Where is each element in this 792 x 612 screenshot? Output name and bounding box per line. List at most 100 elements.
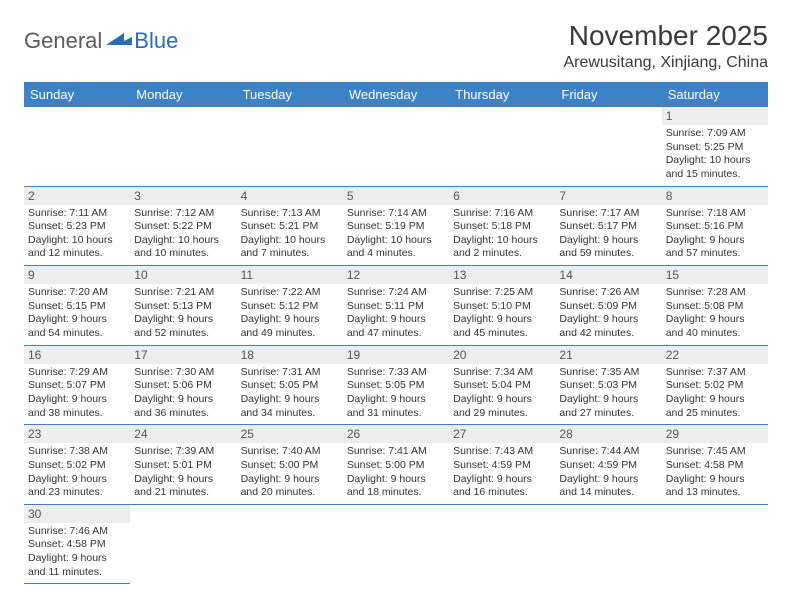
day-number: 25 <box>237 425 343 443</box>
week-row: 2Sunrise: 7:11 AMSunset: 5:23 PMDaylight… <box>24 186 768 266</box>
day-number: 16 <box>24 346 130 364</box>
day-cell <box>130 504 236 584</box>
day-number: 1 <box>662 107 768 125</box>
title-block: November 2025 Arewusitang, Xinjiang, Chi… <box>563 20 768 72</box>
info-line: Sunrise: 7:30 AM <box>134 366 232 380</box>
day-info: Sunrise: 7:45 AMSunset: 4:58 PMDaylight:… <box>666 445 764 500</box>
info-line: Sunrise: 7:45 AM <box>666 445 764 459</box>
info-line: Daylight: 9 hours <box>347 393 445 407</box>
day-info: Sunrise: 7:26 AMSunset: 5:09 PMDaylight:… <box>559 286 657 341</box>
info-line: Daylight: 9 hours <box>666 473 764 487</box>
day-number: 13 <box>449 266 555 284</box>
day-number: 2 <box>24 187 130 205</box>
info-line: Daylight: 9 hours <box>28 473 126 487</box>
info-line: and 40 minutes. <box>666 327 764 341</box>
day-cell: 28Sunrise: 7:44 AMSunset: 4:59 PMDayligh… <box>555 425 661 505</box>
day-number: 26 <box>343 425 449 443</box>
info-line: and 27 minutes. <box>559 407 657 421</box>
info-line: Daylight: 9 hours <box>134 393 232 407</box>
day-cell: 22Sunrise: 7:37 AMSunset: 5:02 PMDayligh… <box>662 345 768 425</box>
info-line: Sunrise: 7:14 AM <box>347 207 445 221</box>
info-line: and 57 minutes. <box>666 247 764 261</box>
day-info: Sunrise: 7:39 AMSunset: 5:01 PMDaylight:… <box>134 445 232 500</box>
info-line: and 25 minutes. <box>666 407 764 421</box>
day-cell <box>237 107 343 186</box>
info-line: Sunrise: 7:20 AM <box>28 286 126 300</box>
info-line: Sunrise: 7:21 AM <box>134 286 232 300</box>
info-line: Sunset: 5:08 PM <box>666 300 764 314</box>
day-info: Sunrise: 7:34 AMSunset: 5:04 PMDaylight:… <box>453 366 551 421</box>
day-cell <box>449 107 555 186</box>
info-line: Daylight: 9 hours <box>559 393 657 407</box>
info-line: and 11 minutes. <box>28 566 126 580</box>
day-cell: 7Sunrise: 7:17 AMSunset: 5:17 PMDaylight… <box>555 186 661 266</box>
day-number: 12 <box>343 266 449 284</box>
week-row: 9Sunrise: 7:20 AMSunset: 5:15 PMDaylight… <box>24 266 768 346</box>
day-number: 4 <box>237 187 343 205</box>
day-cell <box>237 504 343 584</box>
info-line: Daylight: 9 hours <box>666 234 764 248</box>
info-line: Daylight: 10 hours <box>241 234 339 248</box>
day-number: 8 <box>662 187 768 205</box>
info-line: Daylight: 9 hours <box>134 473 232 487</box>
day-cell <box>24 107 130 186</box>
info-line: Daylight: 10 hours <box>134 234 232 248</box>
day-number: 24 <box>130 425 236 443</box>
info-line: Sunrise: 7:22 AM <box>241 286 339 300</box>
info-line: Sunset: 5:15 PM <box>28 300 126 314</box>
day-cell: 17Sunrise: 7:30 AMSunset: 5:06 PMDayligh… <box>130 345 236 425</box>
info-line: Sunset: 5:06 PM <box>134 379 232 393</box>
info-line: Daylight: 9 hours <box>453 393 551 407</box>
info-line: Sunset: 5:00 PM <box>241 459 339 473</box>
info-line: and 54 minutes. <box>28 327 126 341</box>
day-number: 21 <box>555 346 661 364</box>
day-info: Sunrise: 7:35 AMSunset: 5:03 PMDaylight:… <box>559 366 657 421</box>
day-info: Sunrise: 7:43 AMSunset: 4:59 PMDaylight:… <box>453 445 551 500</box>
logo: General Blue <box>24 28 178 54</box>
info-line: Sunset: 5:18 PM <box>453 220 551 234</box>
info-line: Daylight: 9 hours <box>241 393 339 407</box>
info-line: Daylight: 10 hours <box>347 234 445 248</box>
day-number: 20 <box>449 346 555 364</box>
day-cell: 11Sunrise: 7:22 AMSunset: 5:12 PMDayligh… <box>237 266 343 346</box>
day-cell: 19Sunrise: 7:33 AMSunset: 5:05 PMDayligh… <box>343 345 449 425</box>
info-line: Sunset: 5:16 PM <box>666 220 764 234</box>
info-line: Sunrise: 7:28 AM <box>666 286 764 300</box>
info-line: Daylight: 10 hours <box>666 154 764 168</box>
info-line: and 38 minutes. <box>28 407 126 421</box>
info-line: and 15 minutes. <box>666 168 764 182</box>
logo-text-general: General <box>24 28 102 54</box>
info-line: and 12 minutes. <box>28 247 126 261</box>
day-cell <box>555 107 661 186</box>
day-info: Sunrise: 7:40 AMSunset: 5:00 PMDaylight:… <box>241 445 339 500</box>
info-line: Sunset: 5:01 PM <box>134 459 232 473</box>
info-line: Daylight: 9 hours <box>666 393 764 407</box>
info-line: Daylight: 9 hours <box>559 313 657 327</box>
info-line: Sunrise: 7:17 AM <box>559 207 657 221</box>
day-cell <box>343 107 449 186</box>
day-cell: 4Sunrise: 7:13 AMSunset: 5:21 PMDaylight… <box>237 186 343 266</box>
info-line: Sunset: 5:21 PM <box>241 220 339 234</box>
info-line: and 31 minutes. <box>347 407 445 421</box>
week-row: 1Sunrise: 7:09 AMSunset: 5:25 PMDaylight… <box>24 107 768 186</box>
info-line: Sunrise: 7:31 AM <box>241 366 339 380</box>
day-info: Sunrise: 7:33 AMSunset: 5:05 PMDaylight:… <box>347 366 445 421</box>
info-line: Sunrise: 7:38 AM <box>28 445 126 459</box>
info-line: and 42 minutes. <box>559 327 657 341</box>
day-number: 10 <box>130 266 236 284</box>
info-line: Sunrise: 7:16 AM <box>453 207 551 221</box>
info-line: Sunset: 5:00 PM <box>347 459 445 473</box>
info-line: Sunset: 5:13 PM <box>134 300 232 314</box>
info-line: Sunrise: 7:29 AM <box>28 366 126 380</box>
day-info: Sunrise: 7:16 AMSunset: 5:18 PMDaylight:… <box>453 207 551 262</box>
day-number: 9 <box>24 266 130 284</box>
info-line: Sunrise: 7:24 AM <box>347 286 445 300</box>
day-info: Sunrise: 7:20 AMSunset: 5:15 PMDaylight:… <box>28 286 126 341</box>
info-line: Daylight: 9 hours <box>347 313 445 327</box>
info-line: Sunset: 5:19 PM <box>347 220 445 234</box>
info-line: and 2 minutes. <box>453 247 551 261</box>
info-line: Sunrise: 7:43 AM <box>453 445 551 459</box>
info-line: Daylight: 9 hours <box>241 313 339 327</box>
location: Arewusitang, Xinjiang, China <box>563 54 768 72</box>
info-line: and 7 minutes. <box>241 247 339 261</box>
